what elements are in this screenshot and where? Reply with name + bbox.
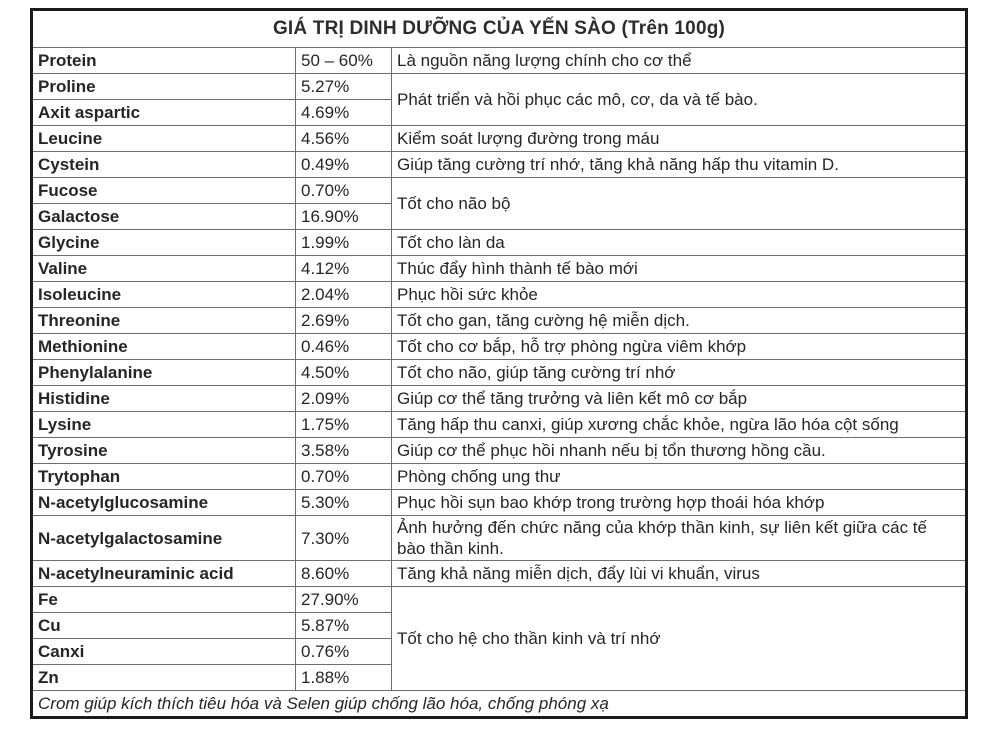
nutrient-value-cell: 2.69%: [295, 307, 392, 334]
nutrient-description-cell: Kiểm soát lượng đường trong máu: [391, 125, 967, 152]
nutrient-name-cell: Galactose: [31, 203, 296, 230]
nutrient-description-cell: Ảnh hưởng đến chức năng của khớp thần ki…: [391, 515, 967, 561]
nutrient-value-cell: 27.90%: [295, 586, 392, 613]
table-row: Methionine 0.46% Tốt cho cơ bắp, hỗ trợ …: [31, 333, 967, 360]
table-row: N-acetylneuraminic acid 8.60% Tăng khả n…: [31, 560, 967, 587]
nutrient-description-cell: Phát triển và hồi phục các mô, cơ, da và…: [391, 73, 967, 126]
nutrient-name-cell: Fucose: [31, 177, 296, 204]
nutrition-table: GIÁ TRỊ DINH DƯỠNG CỦA YẾN SÀO (Trên 100…: [30, 8, 968, 719]
nutrient-description-cell: Phục hồi sụn bao khớp trong trường hợp t…: [391, 489, 967, 516]
nutrient-value-cell: 1.99%: [295, 229, 392, 256]
table-row: Leucine 4.56% Kiểm soát lượng đường tron…: [31, 125, 967, 152]
nutrient-value-cell: 7.30%: [295, 515, 392, 561]
table-row: Cu 5.87%: [31, 612, 967, 639]
nutrient-value-cell: 4.56%: [295, 125, 392, 152]
nutrient-name-cell: Axit aspartic: [31, 99, 296, 126]
nutrient-value-cell: 4.50%: [295, 359, 392, 386]
nutrient-value-cell: 16.90%: [295, 203, 392, 230]
nutrient-value-cell: 5.87%: [295, 612, 392, 639]
table-row: N-acetylgalactosamine 7.30% Ảnh hưởng đế…: [31, 515, 967, 561]
nutrient-name-cell: Trytophan: [31, 463, 296, 490]
title-row: GIÁ TRỊ DINH DƯỠNG CỦA YẾN SÀO (Trên 100…: [31, 9, 967, 48]
nutrient-name-cell: Isoleucine: [31, 281, 296, 308]
nutrient-value-cell: 1.88%: [295, 664, 392, 691]
table-row: Valine 4.12% Thúc đẩy hình thành tế bào …: [31, 255, 967, 282]
nutrient-name-cell: N-acetylglucosamine: [31, 489, 296, 516]
table-row: Histidine 2.09% Giúp cơ thể tăng trưởng …: [31, 385, 967, 412]
nutrient-value-cell: 4.69%: [295, 99, 392, 126]
table-row: Lysine 1.75% Tăng hấp thu canxi, giúp xư…: [31, 411, 967, 438]
nutrient-name-cell: Canxi: [31, 638, 296, 665]
nutrient-name-cell: Proline: [31, 73, 296, 100]
nutrient-name-cell: Histidine: [31, 385, 296, 412]
table-row: Threonine 2.69% Tốt cho gan, tăng cường …: [31, 307, 967, 334]
table-row: Canxi 0.76%: [31, 638, 967, 665]
table-row: Glycine 1.99% Tốt cho làn da: [31, 229, 967, 256]
nutrition-table-container: GIÁ TRỊ DINH DƯỠNG CỦA YẾN SÀO (Trên 100…: [30, 8, 968, 719]
table-footnote: Crom giúp kích thích tiêu hóa và Selen g…: [31, 690, 967, 718]
nutrient-description-cell: Tốt cho cơ bắp, hỗ trợ phòng ngừa viêm k…: [391, 333, 967, 360]
nutrient-value-cell: 5.30%: [295, 489, 392, 516]
nutrient-name-cell: Phenylalanine: [31, 359, 296, 386]
nutrient-description-cell: Tăng hấp thu canxi, giúp xương chắc khỏe…: [391, 411, 967, 438]
table-row: Zn 1.88%: [31, 664, 967, 691]
nutrient-name-cell: Cystein: [31, 151, 296, 178]
nutrient-description-cell: Phòng chống ung thư: [391, 463, 967, 490]
table-title: GIÁ TRỊ DINH DƯỠNG CỦA YẾN SÀO (Trên 100…: [31, 9, 967, 48]
table-row: Cystein 0.49% Giúp tăng cường trí nhớ, t…: [31, 151, 967, 178]
nutrient-description-cell: Tốt cho não bộ: [391, 177, 967, 230]
nutrient-name-cell: Valine: [31, 255, 296, 282]
table-row: Trytophan 0.70% Phòng chống ung thư: [31, 463, 967, 490]
nutrient-name-cell: Glycine: [31, 229, 296, 256]
nutrient-value-cell: 4.12%: [295, 255, 392, 282]
table-row: Phenylalanine 4.50% Tốt cho não, giúp tă…: [31, 359, 967, 386]
nutrient-name-cell: Protein: [31, 47, 296, 74]
nutrient-name-cell: Lysine: [31, 411, 296, 438]
nutrient-name-cell: N-acetylgalactosamine: [31, 515, 296, 561]
table-row: Isoleucine 2.04% Phục hồi sức khỏe: [31, 281, 967, 308]
nutrient-name-cell: N-acetylneuraminic acid: [31, 560, 296, 587]
nutrient-value-cell: 0.76%: [295, 638, 392, 665]
nutrient-description-cell: Thúc đẩy hình thành tế bào mới: [391, 255, 967, 282]
nutrient-value-cell: 0.70%: [295, 463, 392, 490]
nutrient-name-cell: Zn: [31, 664, 296, 691]
nutrient-name-cell: Fe: [31, 586, 296, 613]
footnote-row: Crom giúp kích thích tiêu hóa và Selen g…: [31, 690, 967, 718]
table-row: Tyrosine 3.58% Giúp cơ thể phục hồi nhan…: [31, 437, 967, 464]
nutrient-name-cell: Cu: [31, 612, 296, 639]
table-row: N-acetylglucosamine 5.30% Phục hồi sụn b…: [31, 489, 967, 516]
nutrient-name-cell: Methionine: [31, 333, 296, 360]
table-row: Axit aspartic 4.69%: [31, 99, 967, 126]
table-row: Fucose 0.70% Tốt cho não bộ: [31, 177, 967, 230]
nutrient-description-cell: Giúp tăng cường trí nhớ, tăng khả năng h…: [391, 151, 967, 178]
nutrient-value-cell: 5.27%: [295, 73, 392, 100]
nutrient-description-cell: Phục hồi sức khỏe: [391, 281, 967, 308]
nutrient-description-cell: Tốt cho làn da: [391, 229, 967, 256]
nutrient-description-cell: Tăng khả năng miễn dịch, đẩy lùi vi khuẩ…: [391, 560, 967, 587]
nutrient-description-cell: Là nguồn năng lượng chính cho cơ thể: [391, 47, 967, 74]
table-row: Proline 5.27% Phát triển và hồi phục các…: [31, 73, 967, 126]
nutrient-description-cell: Giúp cơ thể tăng trưởng và liên kết mô c…: [391, 385, 967, 412]
nutrient-name-cell: Leucine: [31, 125, 296, 152]
nutrient-name-cell: Threonine: [31, 307, 296, 334]
nutrient-description-cell: Giúp cơ thể phục hồi nhanh nếu bị tổn th…: [391, 437, 967, 464]
table-row: Fe 27.90% Tốt cho hệ cho thần kinh và tr…: [31, 586, 967, 691]
table-row: Protein 50 – 60% Là nguồn năng lượng chí…: [31, 47, 967, 74]
nutrient-value-cell: 0.70%: [295, 177, 392, 204]
nutrient-value-cell: 2.09%: [295, 385, 392, 412]
nutrient-description-cell: Tốt cho não, giúp tăng cường trí nhớ: [391, 359, 967, 386]
nutrient-description-cell: Tốt cho hệ cho thần kinh và trí nhớ: [391, 586, 967, 691]
nutrient-value-cell: 0.46%: [295, 333, 392, 360]
nutrient-value-cell: 1.75%: [295, 411, 392, 438]
nutrient-value-cell: 50 – 60%: [295, 47, 392, 74]
nutrient-value-cell: 0.49%: [295, 151, 392, 178]
nutrient-name-cell: Tyrosine: [31, 437, 296, 464]
nutrient-value-cell: 2.04%: [295, 281, 392, 308]
nutrient-value-cell: 3.58%: [295, 437, 392, 464]
nutrient-description-cell: Tốt cho gan, tăng cường hệ miễn dịch.: [391, 307, 967, 334]
nutrient-value-cell: 8.60%: [295, 560, 392, 587]
